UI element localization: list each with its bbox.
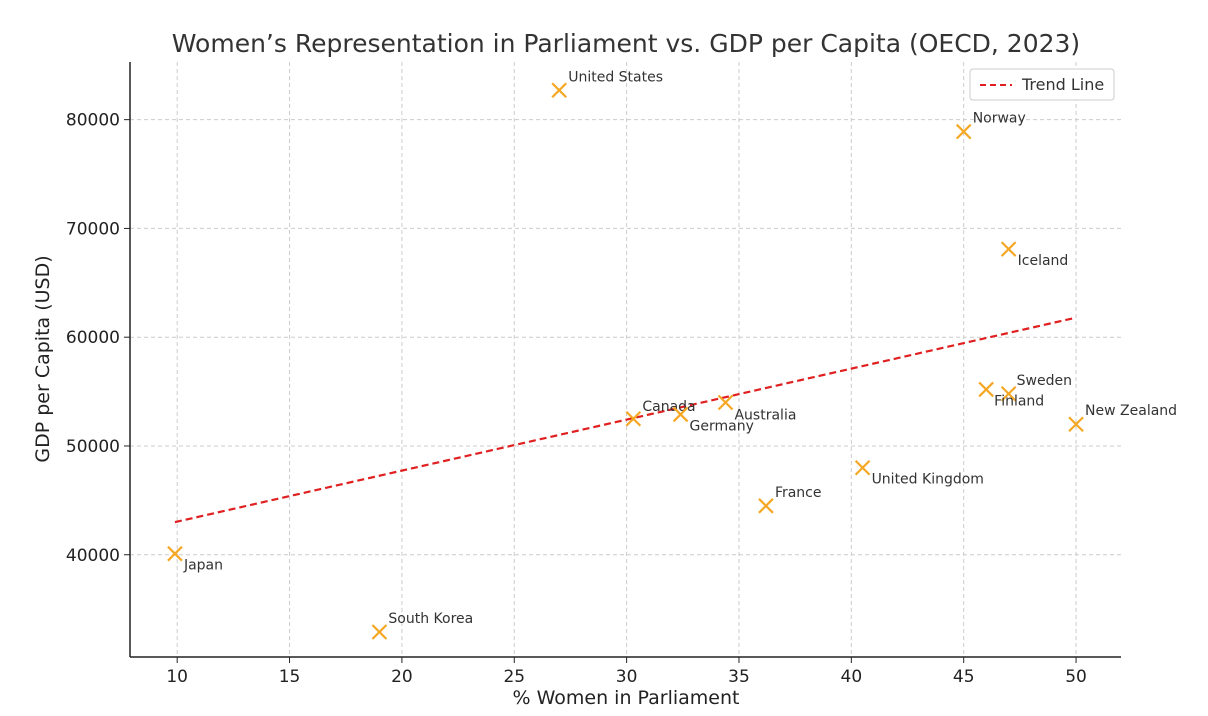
data-point: United Kingdom	[854, 459, 984, 488]
marker-stroke	[1000, 385, 1017, 402]
point-label: South Korea	[388, 611, 473, 627]
chart-title: Women’s Representation in Parliament vs.…	[172, 29, 1080, 58]
legend-box	[969, 68, 1115, 101]
trend-line-path	[174, 316, 1077, 524]
point-label: New Zealand	[1085, 403, 1177, 419]
data-point: Iceland	[1000, 241, 1069, 269]
data-point: Australia	[717, 394, 796, 423]
data-point: Finland	[978, 381, 1044, 409]
trend-line	[174, 316, 1077, 524]
x-tick-label: 15	[279, 667, 301, 687]
marker-stroke	[672, 406, 689, 423]
x-axis-label: % Women in Parliament	[513, 687, 740, 709]
legend: Trend Line	[969, 68, 1115, 101]
x-tick-label: 50	[1065, 667, 1087, 687]
y-tick-label: 40000	[66, 546, 120, 566]
point-label: Australia	[734, 407, 796, 423]
data-point: United States	[551, 69, 663, 99]
grid-lines	[130, 62, 1121, 657]
x-tick-label: 40	[841, 667, 863, 687]
marker-stroke	[167, 545, 183, 562]
point-label: Finland	[994, 393, 1044, 409]
point-label: France	[775, 485, 822, 501]
point-label: United States	[568, 69, 663, 85]
marker-stroke	[1068, 416, 1084, 432]
marker-stroke	[371, 624, 388, 640]
data-point: France	[758, 485, 822, 514]
point-label: United Kingdom	[872, 472, 984, 488]
point-label: Japan	[183, 558, 223, 574]
y-tick-label: 60000	[66, 328, 120, 348]
marker-stroke	[717, 394, 734, 411]
legend-label: Trend Line	[1021, 75, 1104, 94]
y-axis-label: GDP per Capita (USD)	[32, 255, 54, 462]
marker-stroke	[1000, 241, 1017, 257]
x-tick-label: 10	[166, 667, 188, 687]
x-tick-label: 45	[953, 667, 975, 687]
data-points: United States Norway Iceland Sweden Finland N…	[167, 69, 1177, 640]
marker-stroke	[854, 459, 871, 476]
marker-stroke	[551, 82, 567, 99]
marker-stroke	[955, 123, 972, 140]
marker-stroke	[625, 411, 642, 427]
x-tick-label: 25	[503, 667, 525, 687]
x-tick-label: 20	[391, 667, 413, 687]
y-tick-label: 70000	[66, 219, 120, 239]
data-point: Japan	[167, 545, 223, 574]
data-point: Sweden	[1000, 373, 1072, 402]
x-tick-label: 30	[616, 667, 638, 687]
data-point: Germany	[672, 406, 754, 434]
tick-labels: 10 15 20 25 30 35 40 45 50 40000 50000 60000 70000 80…	[66, 111, 1087, 687]
marker-stroke	[758, 498, 774, 514]
data-point: South Korea	[371, 611, 473, 640]
point-label: Iceland	[1018, 253, 1069, 269]
axes	[129, 62, 1121, 658]
y-tick-label: 80000	[66, 111, 120, 131]
point-label: Germany	[690, 418, 754, 434]
point-label: Canada	[642, 399, 695, 415]
y-tick-label: 50000	[66, 437, 120, 457]
point-label: Sweden	[1017, 373, 1072, 389]
x-tick-label: 35	[728, 667, 750, 687]
data-point: Norway	[955, 111, 1026, 140]
point-label: Norway	[973, 111, 1026, 127]
data-point: New Zealand	[1068, 403, 1177, 432]
marker-stroke	[978, 381, 994, 398]
data-point: Canada	[625, 399, 696, 427]
